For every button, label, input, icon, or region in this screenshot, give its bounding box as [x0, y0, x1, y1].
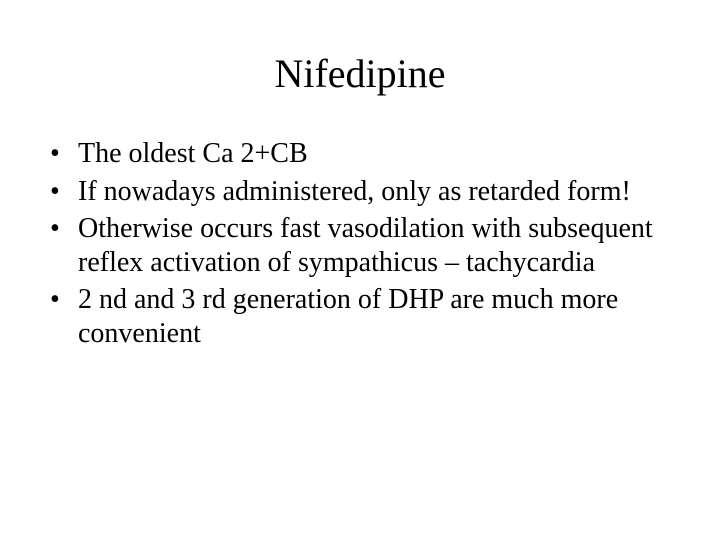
- bullet-list: The oldest Ca 2+CB If nowadays administe…: [50, 137, 680, 351]
- list-item: 2 nd and 3 rd generation of DHP are much…: [50, 283, 680, 350]
- list-item: Otherwise occurs fast vasodilation with …: [50, 212, 680, 279]
- slide-title: Nifedipine: [40, 50, 680, 97]
- slide: Nifedipine The oldest Ca 2+CB If nowaday…: [0, 0, 720, 540]
- list-item: If nowadays administered, only as retard…: [50, 175, 680, 209]
- list-item: The oldest Ca 2+CB: [50, 137, 680, 171]
